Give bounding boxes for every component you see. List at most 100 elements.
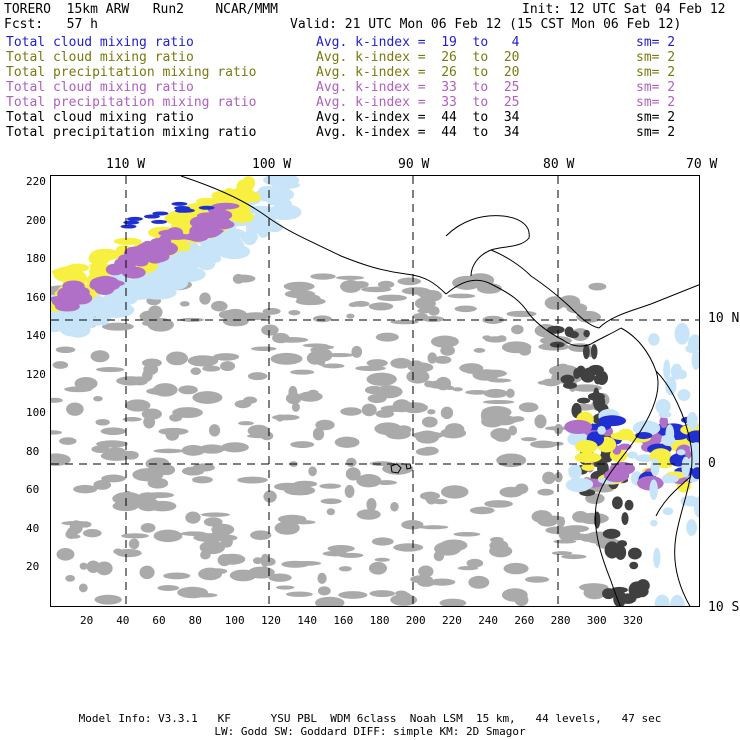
cloud-gray [220, 361, 236, 372]
cloud-light [252, 211, 277, 226]
cloud-light-east [662, 507, 674, 516]
coastlines [180, 176, 699, 606]
precip-purple [193, 222, 218, 233]
cloud-gray [79, 562, 88, 570]
cloud-gray [579, 533, 598, 542]
cloud-gray [157, 584, 180, 591]
cloud-gray [147, 305, 163, 320]
cloud-gray [505, 416, 520, 423]
cloud-gray [247, 372, 268, 381]
cloud-gray [288, 310, 301, 316]
precip-south-america [603, 468, 630, 483]
y-tick-label: 60 [26, 483, 40, 496]
cloud-gray [472, 369, 500, 381]
cloud-gray [570, 528, 581, 540]
valid-time: Valid: 21 UTC Mon 06 Feb 12 (15 CST Mon … [290, 17, 682, 32]
cloud-gray [428, 306, 440, 316]
cloud-gray [401, 519, 424, 530]
cloud-gray [94, 594, 122, 605]
cloud-gray [322, 550, 349, 557]
cloud-gray [520, 437, 537, 442]
cloud-gray [128, 538, 140, 550]
legend-sm-5: sm= 2 [636, 110, 676, 125]
lon-label-110w: 110 W [106, 157, 146, 172]
cloud-gray [506, 310, 537, 318]
cloud-gray [238, 421, 254, 426]
cloud-gray [232, 273, 245, 284]
cloud-gray [397, 277, 422, 286]
convective-core [600, 452, 609, 459]
cloud-gray [447, 293, 476, 299]
cloud-gray [326, 508, 335, 516]
y-tick-label: 200 [26, 213, 46, 227]
cloud-gray [247, 566, 275, 579]
coastline-colombia-east [598, 284, 699, 329]
cloud-gray [115, 548, 142, 558]
cloud-gray [199, 292, 211, 305]
cloud-gray [419, 567, 434, 578]
cloud-gray [136, 498, 161, 512]
cloud-gray [93, 480, 112, 490]
cloud-gray [317, 572, 327, 584]
cloud-light-east [665, 376, 677, 396]
legend-sm-4: sm= 2 [636, 95, 676, 110]
convective-core [582, 344, 590, 360]
cloud-gray [503, 562, 529, 575]
cloud-gray [576, 310, 601, 323]
convective-core [562, 382, 577, 389]
y-tick-label: 220 [26, 175, 46, 188]
cloud-gray [452, 387, 463, 392]
cloud-gray [375, 332, 399, 342]
cloud-gray [187, 355, 219, 367]
cloud-gray [417, 308, 432, 314]
cloud-gray [420, 446, 439, 456]
cloud-gray [518, 402, 539, 413]
cloud-gray [457, 565, 479, 571]
precip-yellow [89, 263, 110, 280]
cloud-gray [101, 322, 134, 331]
cloud-gray [152, 383, 178, 397]
border-andes [655, 370, 693, 606]
precip-south-america [568, 464, 582, 480]
precip-yellow [66, 263, 90, 273]
cloud-light [56, 321, 84, 330]
cloud-gray [430, 335, 459, 348]
cloud-gray [390, 502, 399, 512]
precip-yellow [164, 212, 189, 225]
cloud-light [138, 285, 155, 299]
cloud-gray [153, 448, 184, 454]
cloud-gray [276, 337, 309, 343]
y-tick-label: 120 [26, 367, 46, 381]
y-tick-label: 20 [26, 560, 40, 573]
x-tick-label: 240 [478, 614, 499, 627]
coastline-mexico [180, 176, 447, 295]
legend-index-2: Avg. k-index = 26 to 20 [316, 65, 520, 80]
map-panel [50, 175, 700, 607]
cloud-gray [315, 345, 335, 350]
precip-south-america [659, 415, 669, 429]
precip-purple [212, 202, 240, 210]
cloud-gray [344, 484, 355, 498]
cloud-gray [407, 362, 434, 373]
cloud-gray [481, 406, 512, 419]
cloud-light [198, 241, 238, 257]
cloud-gray [212, 353, 240, 361]
convective-core [590, 344, 598, 360]
convective-core [573, 368, 581, 380]
cloud-gray [356, 474, 382, 488]
x-tick-label: 60 [152, 614, 166, 627]
precip-purple [155, 242, 179, 256]
cloud-light-east [649, 479, 658, 501]
cloud-gray [346, 457, 357, 468]
cloud-gray [401, 287, 431, 295]
cloud-gray [121, 533, 149, 539]
x-tick-label: 280 [550, 614, 571, 627]
cloud-gray [414, 297, 436, 310]
cloud-gray [73, 484, 98, 494]
y-tick-label: 80 [26, 444, 40, 458]
cloud-gray [368, 561, 388, 575]
model-title: TORERO 15km ARW Run2 NCAR/MMM [4, 2, 278, 17]
map-canvas [51, 176, 699, 606]
cloud-gray [395, 590, 408, 597]
cloud-blue [171, 201, 188, 206]
